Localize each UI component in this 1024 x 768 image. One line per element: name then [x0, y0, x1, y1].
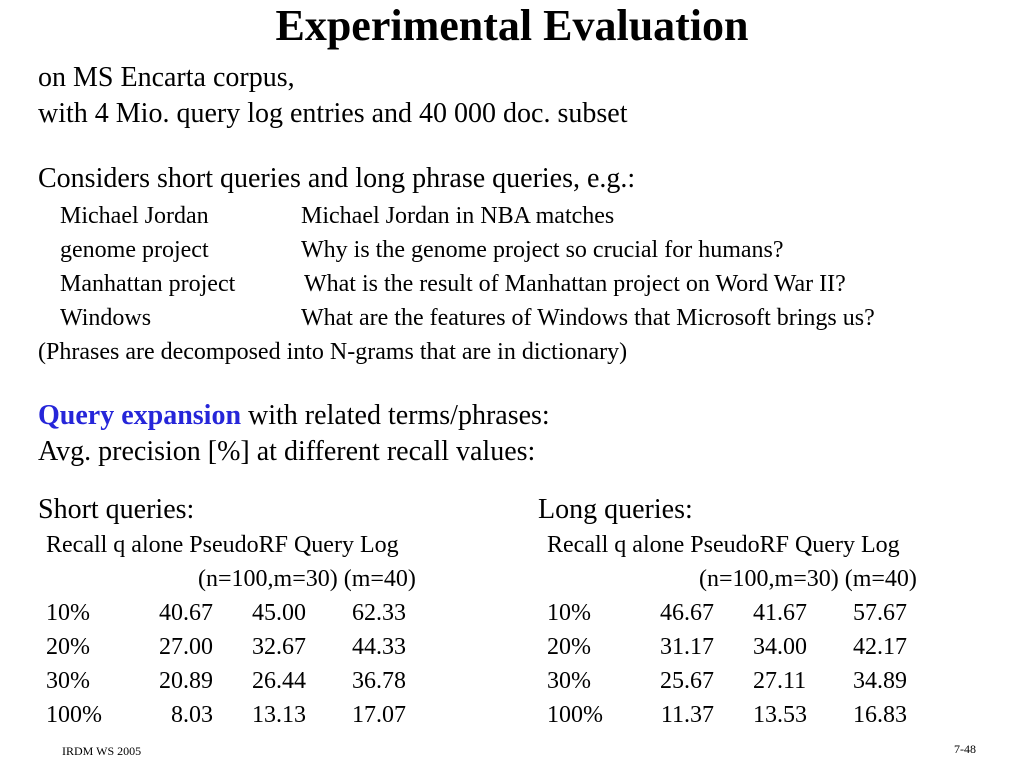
phrases-note: (Phrases are decomposed into N-grams tha…	[38, 339, 628, 365]
footer-page-number: 7-48	[954, 742, 976, 756]
query-expansion-highlight: Query expansion	[38, 400, 242, 431]
short-table-subheader: (n=100,m=30) (m=40)	[198, 566, 416, 592]
slide-title: Experimental Evaluation	[275, 1, 749, 50]
footer-course: IRDM WS 2005	[62, 744, 142, 758]
table-recall-cell: 100%	[46, 702, 102, 728]
table-precision-cell: 13.13	[252, 702, 306, 728]
intro-line-2: with 4 Mio. query log entries and 40 000…	[38, 98, 628, 129]
table-precision-cell: 26.44	[252, 668, 306, 694]
example-long-query: What is the result of Manhattan project …	[304, 271, 846, 297]
table-precision-cell: 44.33	[352, 634, 406, 660]
table-precision-cell: 46.67	[660, 600, 714, 626]
table-precision-cell: 11.37	[660, 702, 714, 728]
long-queries-heading: Long queries:	[538, 494, 693, 525]
long-table-header: Recall q alone PseudoRF Query Log	[547, 532, 900, 558]
short-queries-heading: Short queries:	[38, 494, 195, 525]
example-short-query: genome project	[60, 237, 209, 263]
table-recall-cell: 30%	[547, 668, 591, 694]
table-recall-cell: 10%	[46, 600, 90, 626]
table-precision-cell: 27.00	[159, 634, 213, 660]
avg-precision-line: Avg. precision [%] at different recall v…	[38, 436, 536, 467]
table-precision-cell: 17.07	[352, 702, 406, 728]
table-precision-cell: 36.78	[352, 668, 406, 694]
table-precision-cell: 62.33	[352, 600, 406, 626]
table-precision-cell: 34.89	[853, 668, 907, 694]
table-precision-cell: 42.17	[853, 634, 907, 660]
table-recall-cell: 20%	[46, 634, 90, 660]
query-expansion-rest: with related terms/phrases:	[241, 400, 550, 431]
considers-line: Considers short queries and long phrase …	[38, 163, 636, 194]
example-short-query: Manhattan project	[60, 271, 236, 297]
example-long-query: Why is the genome project so crucial for…	[301, 237, 784, 263]
table-recall-cell: 30%	[46, 668, 90, 694]
short-table-header: Recall q alone PseudoRF Query Log	[46, 532, 399, 558]
table-precision-cell: 25.67	[660, 668, 714, 694]
table-precision-cell: 32.67	[252, 634, 306, 660]
table-precision-cell: 16.83	[853, 702, 907, 728]
table-precision-cell: 45.00	[252, 600, 306, 626]
table-precision-cell: 34.00	[753, 634, 807, 660]
example-short-query: Michael Jordan	[60, 203, 209, 229]
table-precision-cell: 27.11	[753, 668, 807, 694]
example-long-query: Michael Jordan in NBA matches	[301, 203, 615, 229]
intro-line-1: on MS Encarta corpus,	[38, 62, 295, 93]
query-expansion-line: Query expansion with related terms/phras…	[38, 399, 550, 433]
table-recall-cell: 20%	[547, 634, 591, 660]
table-precision-cell: 31.17	[660, 634, 714, 660]
table-recall-cell: 10%	[547, 600, 591, 626]
example-long-query: What are the features of Windows that Mi…	[301, 305, 875, 331]
long-table-subheader: (n=100,m=30) (m=40)	[699, 566, 917, 592]
table-precision-cell: 41.67	[753, 600, 807, 626]
example-short-query: Windows	[60, 305, 152, 331]
table-precision-cell: 8.03	[171, 702, 213, 728]
table-precision-cell: 20.89	[159, 668, 213, 694]
table-precision-cell: 40.67	[159, 600, 213, 626]
table-precision-cell: 57.67	[853, 600, 907, 626]
table-recall-cell: 100%	[547, 702, 603, 728]
table-precision-cell: 13.53	[753, 702, 807, 728]
